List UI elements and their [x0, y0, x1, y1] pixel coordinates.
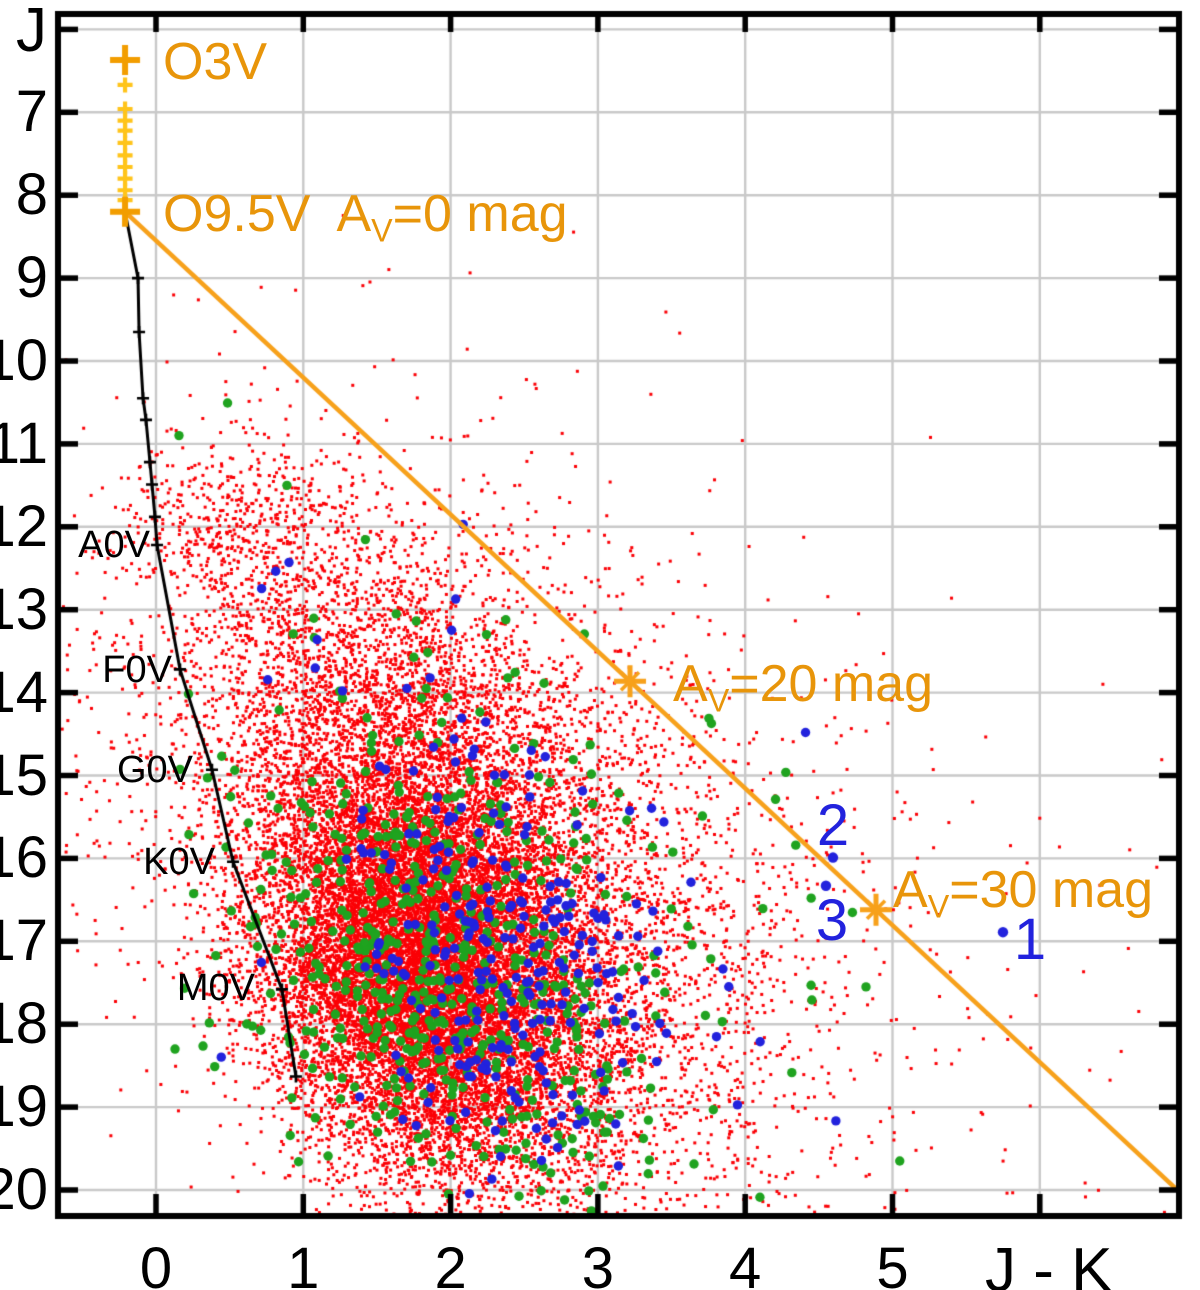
x-tick-label-5: 5: [876, 1236, 909, 1290]
y-tick-label-18: 18: [0, 991, 48, 1057]
y-tick-label-11: 11: [0, 410, 48, 476]
y-tick-label-10: 10: [0, 328, 48, 393]
y-tick-label-12: 12: [0, 493, 48, 559]
x-axis-title: J - K: [985, 1236, 1113, 1290]
label-av20: AV=20 mag: [673, 655, 934, 719]
y-tick-label-16: 16: [0, 825, 48, 891]
label-f0v: F0V: [102, 649, 172, 691]
y-tick-label-8: 8: [15, 162, 48, 228]
x-tick-label-3: 3: [581, 1236, 615, 1290]
label-o95v-av0: O9.5V AV=0 mag: [163, 185, 568, 249]
label-k0v: K0V: [143, 841, 215, 883]
x-tick-label-0: 0: [139, 1236, 173, 1290]
label-o3v: O3V: [163, 33, 268, 91]
y-tick-label-9: 9: [15, 245, 48, 311]
y-axis-title: J: [16, 0, 47, 65]
label-m0v: M0V: [176, 967, 255, 1009]
label-g0v: G0V: [116, 749, 193, 791]
label-source-1: 1: [1013, 907, 1047, 972]
y-tick-label-20: 20: [0, 1157, 48, 1222]
label-source-3: 3: [815, 888, 849, 953]
x-tick-label-4: 4: [729, 1236, 762, 1290]
x-tick-label-1: 1: [287, 1236, 320, 1290]
y-tick-label-19: 19: [0, 1074, 48, 1140]
y-tick-label-17: 17: [0, 908, 48, 974]
label-av30: AV=30 mag: [893, 861, 1154, 925]
y-tick-label-15: 15: [0, 742, 48, 808]
label-source-2: 2: [816, 793, 850, 858]
y-tick-label-14: 14: [0, 659, 48, 725]
x-tick-label-2: 2: [434, 1236, 467, 1290]
y-tick-label-13: 13: [0, 576, 48, 642]
label-a0v: A0V: [78, 524, 150, 566]
y-tick-label-7: 7: [15, 79, 48, 145]
